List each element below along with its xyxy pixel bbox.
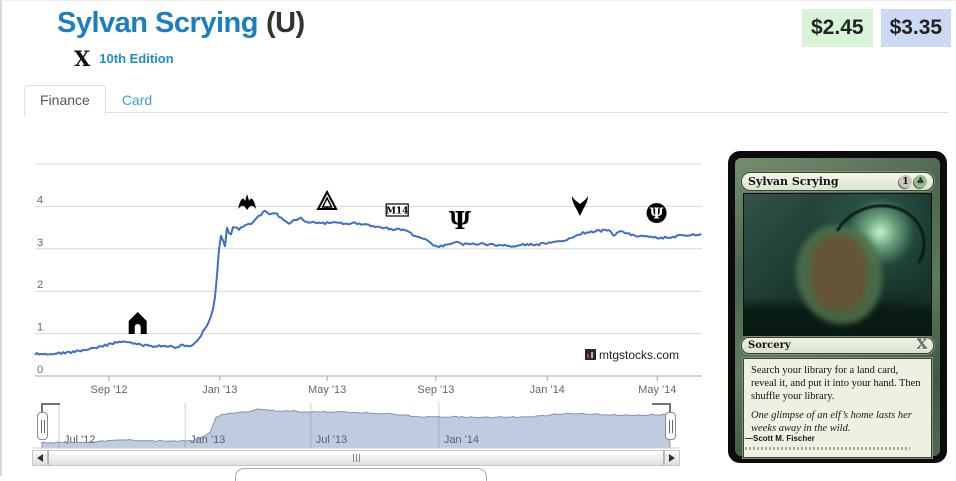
- price-badge-high: $3.35: [880, 9, 952, 47]
- set-row: X 10th Edition: [74, 48, 174, 69]
- svg-text:0: 0: [37, 364, 43, 376]
- set-icon-jou[interactable]: Ψ: [646, 203, 667, 223]
- below-fold-panel: [235, 468, 487, 481]
- set-icon-bng[interactable]: [571, 196, 588, 216]
- left-arrow-icon: [37, 454, 43, 462]
- art-armor: [811, 236, 868, 310]
- card-flavor-text: One glimpse of an elf’s home lasts her w…: [751, 410, 912, 434]
- tab-card[interactable]: Card: [121, 92, 153, 108]
- svg-text:Sep '12: Sep '12: [91, 384, 128, 396]
- svg-text:mtgstocks.com: mtgstocks.com: [599, 348, 679, 362]
- scrollbar-thumb[interactable]: [48, 451, 664, 465]
- svg-text:Jan '14: Jan '14: [444, 434, 479, 446]
- scrollbar-right-arrow[interactable]: [664, 451, 679, 465]
- svg-text:Ψ: Ψ: [449, 206, 471, 235]
- card-artist-credit: —Scott M. Fischer: [745, 434, 815, 443]
- card-title-bar: Sylvan Scrying 1 ♣: [741, 172, 934, 191]
- set-icon-ths[interactable]: Ψ: [449, 206, 471, 235]
- generic-mana-icon: 1: [899, 175, 912, 188]
- mtgstocks-watermark: [585, 349, 596, 360]
- svg-text:3: 3: [37, 237, 43, 249]
- scrollbar-left-arrow[interactable]: [33, 451, 48, 465]
- set-name-link[interactable]: 10th Edition: [99, 51, 174, 66]
- card-set-symbol: X: [916, 338, 927, 353]
- price-badges: $2.45 $3.35: [802, 9, 956, 47]
- green-mana-icon: ♣: [914, 175, 927, 188]
- set-icon-gtc[interactable]: [238, 194, 257, 210]
- set-icon-rtr[interactable]: [128, 312, 147, 334]
- svg-text:4: 4: [37, 194, 43, 206]
- range-navigator[interactable]: Jul '12 Jan '13 Jul '13 Jan '14: [32, 401, 680, 449]
- price-badge-avg: $2.45: [802, 9, 873, 47]
- navigator-right-handle[interactable]: [665, 412, 676, 440]
- svg-text:Ψ: Ψ: [650, 205, 664, 223]
- card-rules-text: Search your library for a land card, rev…: [751, 365, 921, 402]
- card-type-line: Sorcery X: [741, 337, 934, 354]
- svg-text:Jan '13: Jan '13: [190, 434, 225, 446]
- tenth-edition-set-icon: X: [74, 46, 91, 71]
- price-history-chart[interactable]: 0 1 2 3 4 Sep '12 Jan '13 May '13 Sep '13 Jan '14…: [32, 131, 712, 406]
- svg-text:Sep '13: Sep '13: [417, 384, 454, 396]
- svg-text:Jan '13: Jan '13: [202, 384, 237, 396]
- chart-scrollbar[interactable]: [32, 450, 680, 466]
- tab-bar: Finance Card: [24, 85, 168, 116]
- card-type-text: Sorcery: [748, 340, 791, 351]
- card-name-heading[interactable]: Sylvan Scrying: [57, 7, 258, 39]
- page-title: Sylvan Scrying (U): [57, 7, 305, 40]
- card-image: Sylvan Scrying 1 ♣ Sorcery X Search your…: [728, 151, 947, 463]
- card-copyright-line: [745, 447, 910, 450]
- svg-text:Jul '13: Jul '13: [316, 434, 347, 446]
- svg-text:1: 1: [37, 322, 43, 334]
- mana-cost: 1 ♣: [899, 175, 927, 188]
- svg-text:May '14: May '14: [638, 384, 676, 396]
- svg-text:May '13: May '13: [308, 384, 346, 396]
- tab-finance[interactable]: Finance: [24, 85, 106, 116]
- card-title-text: Sylvan Scrying: [748, 175, 839, 188]
- svg-text:Jan '14: Jan '14: [530, 384, 565, 396]
- svg-text:M14: M14: [386, 207, 409, 217]
- right-arrow-icon: [669, 454, 675, 462]
- tabbar-divider: [24, 112, 948, 113]
- card-frame: Sylvan Scrying 1 ♣ Sorcery X Search your…: [735, 158, 940, 458]
- navigator-left-handle[interactable]: [37, 412, 48, 440]
- set-icon-dgm[interactable]: [316, 189, 338, 210]
- svg-text:Jul '12: Jul '12: [64, 434, 95, 446]
- card-art: [743, 193, 932, 336]
- svg-text:2: 2: [37, 279, 43, 291]
- card-text-box: Search your library for a land card, rev…: [743, 358, 932, 458]
- set-icon-m14[interactable]: M14: [385, 203, 409, 217]
- rarity-suffix: (U): [265, 7, 305, 39]
